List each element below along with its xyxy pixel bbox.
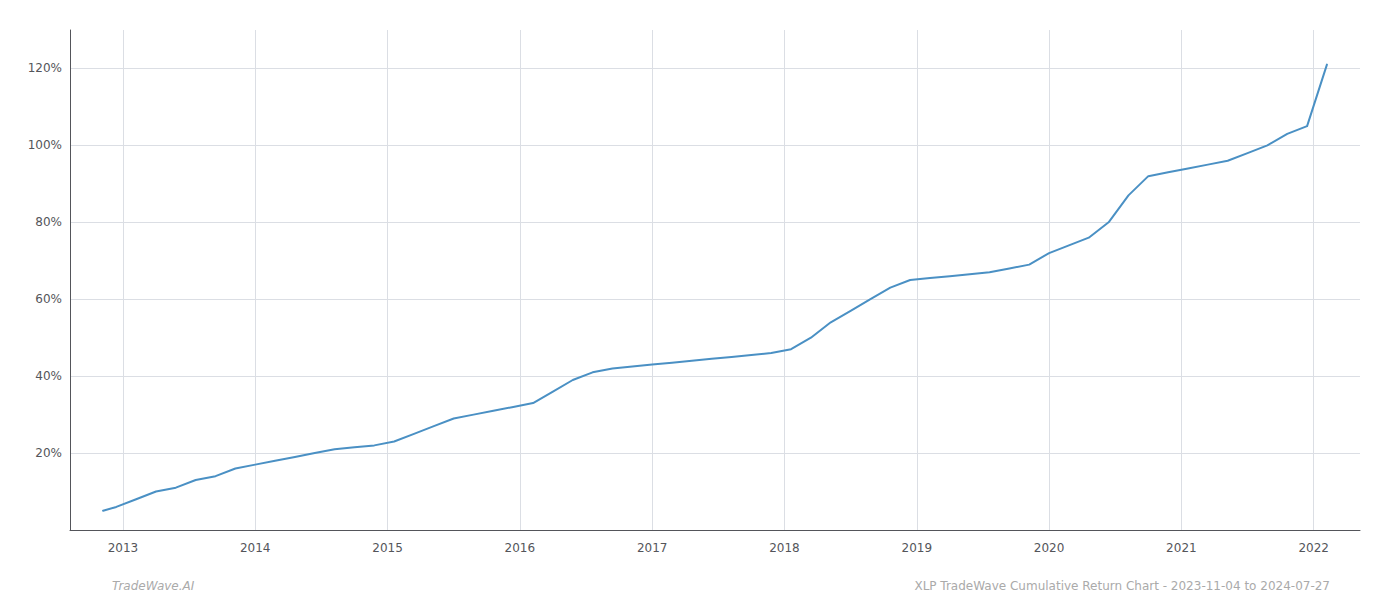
svg-text:2018: 2018	[769, 541, 800, 555]
svg-text:XLP TradeWave Cumulative Retur: XLP TradeWave Cumulative Return Chart - …	[914, 579, 1330, 593]
svg-text:20%: 20%	[35, 446, 62, 460]
svg-text:120%: 120%	[28, 61, 62, 75]
svg-text:40%: 40%	[35, 369, 62, 383]
svg-text:2020: 2020	[1034, 541, 1065, 555]
svg-text:100%: 100%	[28, 138, 62, 152]
svg-text:2013: 2013	[108, 541, 139, 555]
svg-text:60%: 60%	[35, 292, 62, 306]
svg-text:80%: 80%	[35, 215, 62, 229]
svg-text:2016: 2016	[505, 541, 536, 555]
svg-text:2022: 2022	[1298, 541, 1329, 555]
svg-text:2019: 2019	[901, 541, 932, 555]
svg-text:2021: 2021	[1166, 541, 1197, 555]
svg-text:2014: 2014	[240, 541, 271, 555]
svg-text:2017: 2017	[637, 541, 668, 555]
svg-text:2015: 2015	[372, 541, 403, 555]
svg-text:TradeWave.AI: TradeWave.AI	[112, 579, 195, 593]
